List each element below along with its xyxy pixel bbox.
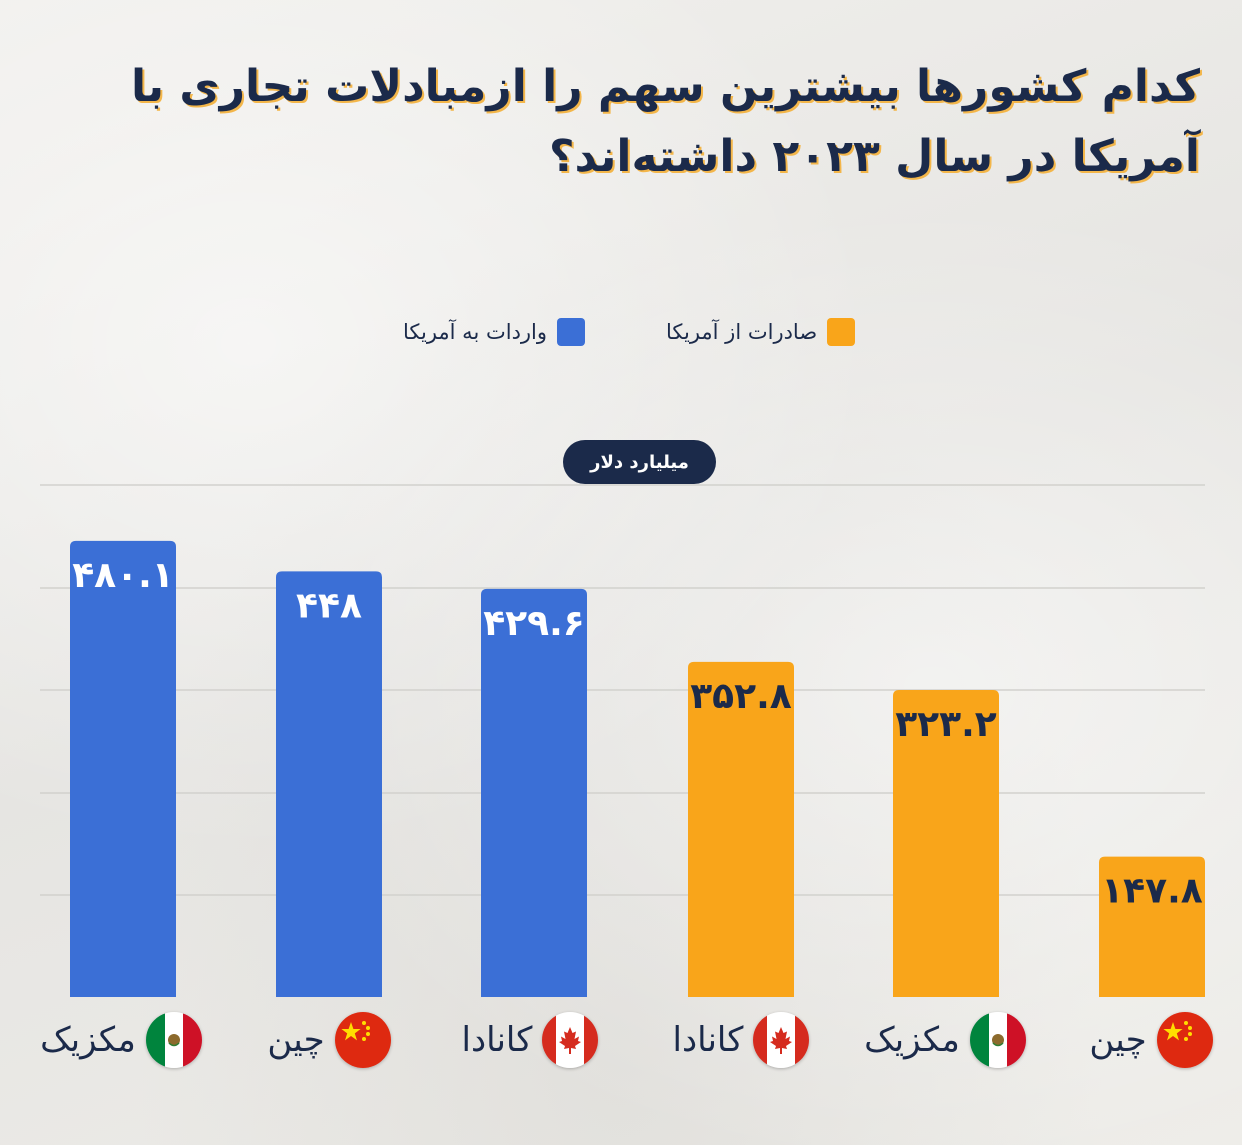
chart-legend: صادرات از آمریکا واردات به آمریکا xyxy=(0,312,1242,352)
bar-value-label: ۳۵۲.۸ xyxy=(690,676,792,717)
bar-value-label: ۳۲۳.۲ xyxy=(895,704,997,745)
category-label: چین xyxy=(1051,1010,1242,1070)
page-title: کدام کشورها بیشترین سهم را ازمبادلات تجا… xyxy=(131,61,1200,182)
bar-exports-1 xyxy=(893,689,999,997)
category-name: چین xyxy=(267,1020,325,1060)
bar-value-label: ۴۲۹.۶ xyxy=(483,603,585,644)
china-flag-icon xyxy=(1156,1012,1213,1068)
bar-exports-2 xyxy=(1099,856,1205,997)
bar-value-label: ۴۸۰.۱ xyxy=(72,555,174,596)
unit-badge: میلیارد دلار xyxy=(563,440,716,484)
bar-value-label: ۱۴۷.۸ xyxy=(1101,871,1203,912)
legend-swatch-exports xyxy=(827,318,856,346)
category-label: چین xyxy=(229,1010,429,1070)
legend-label-exports: صادرات از آمریکا xyxy=(666,320,818,344)
legend-item-imports: واردات به آمریکا xyxy=(403,312,586,352)
bar-imports-1 xyxy=(276,571,382,997)
canada-flag-icon xyxy=(542,1012,599,1068)
bar-imports-2 xyxy=(481,588,587,997)
bar-value-label: ۴۴۸ xyxy=(296,585,362,626)
category-name: کانادا xyxy=(461,1020,533,1060)
bar-imports-0 xyxy=(70,540,176,997)
category-label: مکزیک xyxy=(845,1010,1045,1070)
legend-item-exports: صادرات از آمریکا xyxy=(666,312,856,352)
legend-label-imports: واردات به آمریکا xyxy=(403,320,548,344)
category-label: مکزیک xyxy=(21,1010,221,1070)
canada-flag-icon xyxy=(753,1012,810,1068)
category-name: مکزیک xyxy=(40,1020,136,1060)
category-label: کانادا xyxy=(430,1010,630,1070)
category-label: کانادا xyxy=(641,1010,841,1070)
category-name: چین xyxy=(1089,1020,1147,1060)
mexico-flag-icon xyxy=(145,1012,202,1068)
category-name: مکزیک xyxy=(864,1020,960,1060)
legend-swatch-imports xyxy=(557,318,586,346)
china-flag-icon xyxy=(334,1012,391,1068)
mexico-flag-icon xyxy=(969,1012,1026,1068)
category-name: کانادا xyxy=(672,1020,744,1060)
bar-exports-0 xyxy=(688,661,794,997)
